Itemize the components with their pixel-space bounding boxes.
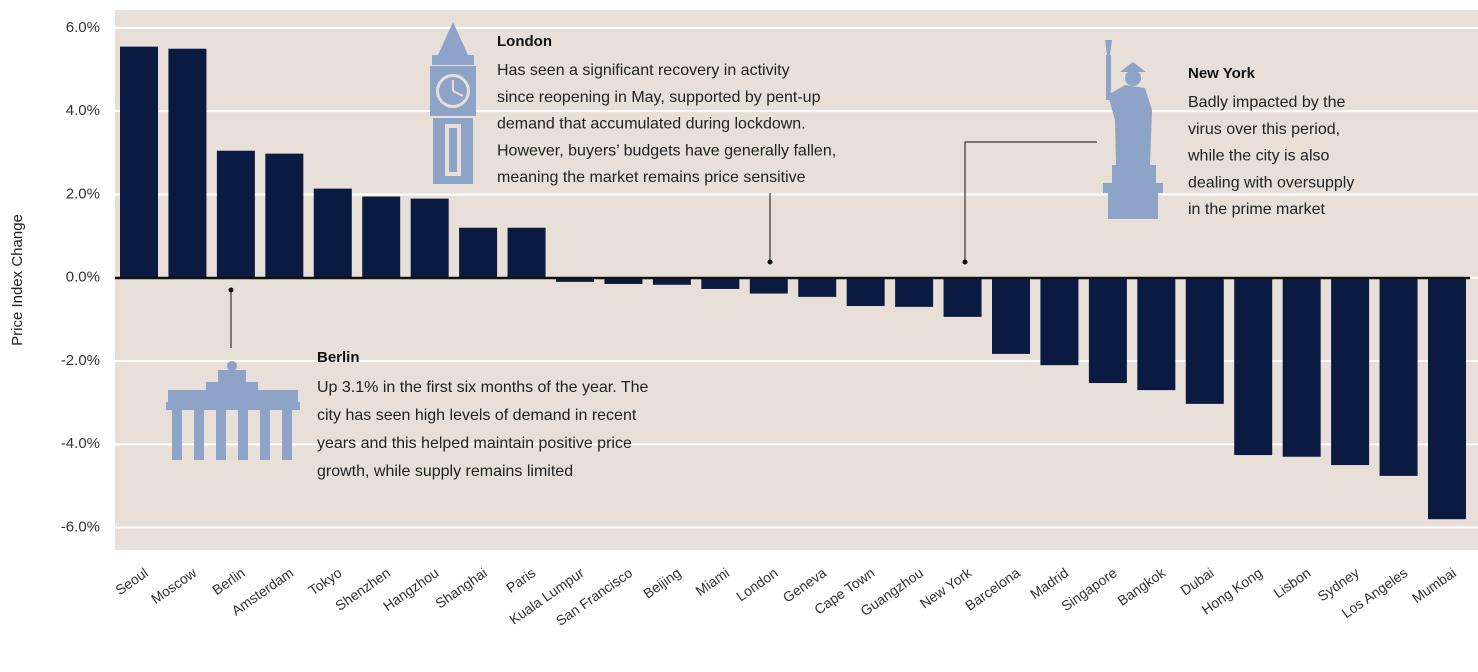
- x-tick-label: Bangkok: [1114, 564, 1169, 609]
- annotation-text: in the prime market: [1188, 201, 1325, 218]
- x-tick-label: Miami: [692, 564, 732, 599]
- y-axis-label: Price Index Change: [9, 214, 26, 346]
- bar: [992, 277, 1030, 354]
- annotation-text: Up 3.1% in the first six months of the y…: [317, 379, 649, 396]
- bar: [265, 153, 304, 278]
- y-tick-label: 0.0%: [66, 269, 100, 286]
- x-tick-label: Lisbon: [1271, 564, 1314, 601]
- x-tick-label: Beijing: [640, 564, 684, 601]
- x-tick-label: Moscow: [148, 564, 200, 607]
- annotations: London Has seen a significant recovery in…: [317, 33, 1354, 480]
- annotation-text: since reopening in May, supported by pen…: [497, 89, 821, 106]
- x-tick-label: Paris: [503, 564, 538, 595]
- annotation-text: However, buyers’ budgets have generally …: [497, 142, 836, 159]
- bar: [701, 277, 740, 289]
- bar: [1040, 277, 1079, 366]
- annotation-title: Berlin: [317, 349, 360, 366]
- annotation-text: meaning the market remains price sensiti…: [497, 169, 806, 186]
- annotation-text: virus over this period,: [1188, 121, 1340, 138]
- annotation-title: New York: [1188, 65, 1256, 82]
- bars: [120, 46, 1466, 520]
- bar: [846, 277, 885, 307]
- bar: [1185, 277, 1224, 404]
- brandenburg-icon: [166, 361, 300, 460]
- x-tick-label: Seoul: [112, 564, 151, 598]
- bar: [895, 277, 934, 307]
- x-tick-label: Shanghai: [432, 564, 490, 611]
- bar: [1282, 277, 1321, 457]
- bar: [120, 46, 158, 278]
- annotation-text: Badly impacted by the: [1188, 94, 1346, 111]
- x-tick-label: Berlin: [209, 564, 248, 598]
- bar: [1088, 277, 1127, 384]
- bar: [1379, 277, 1418, 476]
- y-tick-label: 4.0%: [66, 102, 100, 119]
- y-tick-label: -2.0%: [61, 352, 100, 369]
- x-tick-label: Singapore: [1058, 564, 1120, 614]
- annotation-text: growth, while supply remains limited: [317, 463, 573, 480]
- annotation-text: years and this helped maintain positive …: [317, 435, 632, 452]
- bar: [410, 198, 449, 278]
- leader-dots: [228, 259, 968, 293]
- x-tick-label: Hangzhou: [380, 564, 441, 614]
- bar: [1137, 277, 1176, 391]
- bar: [216, 150, 255, 278]
- bar: [1331, 277, 1370, 466]
- bar: [798, 277, 837, 297]
- annotation-title: London: [497, 33, 552, 50]
- annotation-text: city has seen high levels of demand in r…: [317, 407, 637, 424]
- bar: [943, 277, 982, 317]
- big-ben-icon: [430, 22, 476, 184]
- annotation-text: dealing with oversupply: [1188, 174, 1354, 191]
- annotation-text: while the city is also: [1187, 148, 1329, 165]
- y-tick-label: -6.0%: [61, 518, 100, 535]
- x-tick-label: Tokyo: [305, 564, 344, 598]
- bar: [168, 48, 207, 278]
- bar: [749, 277, 788, 294]
- bar: [362, 196, 401, 278]
- leaders: [230, 141, 1097, 348]
- bar: [507, 227, 546, 278]
- bar: [459, 227, 498, 278]
- annotation-text: demand that accumulated during lockdown.: [497, 116, 806, 133]
- liberty-icon: [1103, 40, 1163, 219]
- y-tick-label: 6.0%: [66, 19, 100, 36]
- annotation-text: Has seen a significant recovery in activ…: [497, 62, 790, 79]
- x-tick-label: London: [733, 564, 780, 604]
- x-tick-label: Mumbai: [1409, 564, 1459, 606]
- y-tick-label: 2.0%: [66, 185, 100, 202]
- bar: [556, 277, 594, 282]
- bar: [313, 188, 352, 278]
- bar: [604, 277, 643, 284]
- x-tick-label: Barcelona: [962, 564, 1023, 613]
- y-tick-label: -4.0%: [61, 435, 100, 452]
- bar: [652, 277, 691, 285]
- bar: [1234, 277, 1273, 456]
- bar: [1428, 277, 1466, 520]
- x-tick-label: Dubai: [1177, 564, 1216, 598]
